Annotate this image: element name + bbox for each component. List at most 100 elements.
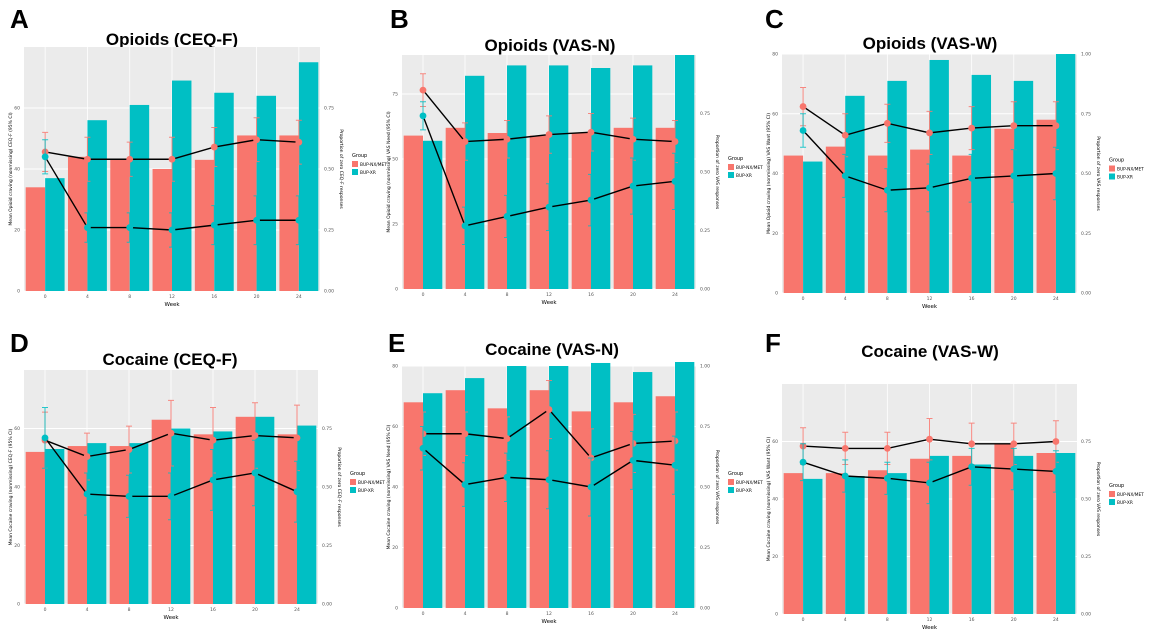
y2-tick-label: 0.50: [700, 170, 710, 176]
bar-bupnx: [279, 135, 299, 291]
x-tick-label: 8: [506, 611, 509, 617]
legend-swatch: [728, 479, 734, 485]
y-axis-label: Mean Cocaine craving (nonmissing) VAS Wa…: [766, 437, 772, 562]
data-point: [126, 224, 134, 231]
legend-title: Group: [728, 156, 743, 162]
data-point: [1052, 122, 1060, 130]
bar-bupnx: [1036, 119, 1056, 293]
bar-bupxr: [129, 443, 149, 604]
bar-bupxr: [633, 65, 653, 290]
chart-title: Opioids (CEQ-F): [105, 30, 239, 49]
bar-bupxr: [45, 178, 65, 291]
data-point: [167, 429, 175, 437]
x-tick-label: 16: [969, 296, 975, 302]
chart-C: 0 20 40 60 80 0.00 0.25 0.50 0.75 1.00 0 4 8 12 16 20 24…: [766, 52, 1144, 311]
data-point: [1010, 122, 1018, 130]
bar-bupnx: [193, 434, 213, 604]
x-tick-label: 0: [422, 292, 425, 298]
bar-bupxr: [465, 75, 485, 289]
y-tick-label: 75: [392, 92, 398, 98]
data-point: [253, 136, 260, 144]
bar-bupxr: [423, 140, 443, 289]
bar-bupnx: [445, 127, 465, 289]
x-tick-label: 8: [886, 296, 889, 302]
y-tick-label: 40: [772, 497, 778, 503]
data-point: [419, 86, 427, 94]
bar-bupxr: [87, 120, 107, 291]
bar-bupxr: [633, 372, 653, 608]
y2-tick-label: 0.50: [700, 485, 710, 491]
y-tick-label: 0: [395, 606, 398, 612]
data-point: [253, 216, 260, 224]
data-point: [1052, 170, 1060, 177]
y2-tick-label: 0.25: [324, 228, 334, 234]
data-point: [251, 469, 259, 477]
x-tick-label: 12: [546, 292, 552, 298]
y2-tick-label: 0.00: [700, 606, 710, 612]
x-tick-label: 4: [464, 292, 467, 298]
data-point: [1010, 172, 1018, 180]
x-axis-label: Week: [541, 619, 557, 625]
data-point: [587, 128, 595, 136]
x-tick-label: 20: [630, 611, 636, 617]
data-point: [968, 124, 976, 132]
data-point: [41, 434, 49, 442]
bar-bupxr: [298, 62, 319, 291]
y2-tick-label: 0.75: [700, 424, 710, 430]
data-point: [671, 177, 679, 185]
bar-bupnx: [783, 473, 804, 614]
x-tick-label: 4: [844, 296, 847, 302]
bar-bupxr: [507, 65, 527, 290]
y2-tick-label: 0.50: [324, 167, 334, 173]
bar-bupnx: [825, 146, 846, 293]
x-tick-label: 4: [844, 617, 847, 623]
y-axis-label: Mean Opioid craving (nonmissing) VAS Nee…: [386, 111, 392, 232]
x-tick-label: 24: [296, 294, 302, 300]
y2-axis-label: Proportion of zero VAS responses: [1095, 462, 1101, 537]
data-point: [461, 430, 469, 438]
bar-bupxr: [423, 393, 443, 608]
panel-letter: F: [765, 328, 781, 358]
legend-label: BUP-NX/MET: [736, 480, 763, 486]
x-tick-label: 8: [506, 292, 509, 298]
y2-tick-label: 0.25: [1081, 231, 1091, 237]
bar-bupxr: [845, 476, 865, 614]
bar-bupxr: [803, 478, 823, 614]
x-tick-label: 20: [254, 294, 260, 300]
data-point: [461, 222, 469, 230]
x-tick-label: 16: [211, 294, 217, 300]
bar-bupnx: [655, 396, 675, 608]
data-point: [671, 461, 679, 469]
chart-D: 0 20 40 60 0.00 0.25 0.50 0.75 0 4 8 12 16 20 24 Week Me…: [8, 370, 385, 621]
y2-tick-label: 0.00: [1081, 612, 1091, 618]
bar-bupnx: [25, 187, 46, 291]
x-tick-label: 0: [802, 617, 805, 623]
y2-tick-label: 0.00: [322, 602, 332, 608]
y2-axis-label: Proportion of zero VAS responses: [1095, 136, 1101, 211]
y-tick-label: 60: [772, 111, 778, 117]
x-tick-label: 20: [630, 292, 636, 298]
x-tick-label: 24: [672, 611, 678, 617]
x-tick-label: 24: [1053, 296, 1059, 302]
y-tick-label: 50: [392, 157, 398, 163]
data-point: [83, 453, 91, 460]
bar-bupnx: [277, 434, 297, 604]
x-tick-label: 24: [1053, 617, 1059, 623]
x-tick-label: 12: [168, 607, 174, 613]
bar-bupnx: [110, 159, 130, 291]
x-tick-label: 8: [886, 617, 889, 623]
y2-axis-label: Proportion of zero VAS responses: [714, 135, 720, 210]
bar-bupnx: [1036, 453, 1056, 614]
data-point: [968, 440, 976, 448]
legend-swatch: [350, 487, 356, 493]
bar-bupnx: [487, 408, 507, 608]
x-tick-label: 20: [1011, 296, 1017, 302]
data-point: [926, 129, 933, 137]
bar-bupnx: [237, 135, 257, 291]
chart-title: Opioids (VAS-N): [484, 36, 616, 55]
x-tick-label: 16: [588, 292, 594, 298]
data-point: [293, 434, 301, 442]
bar-bupxr: [929, 59, 949, 293]
bar-bupnx: [151, 419, 171, 604]
legend-title: Group: [350, 471, 365, 477]
